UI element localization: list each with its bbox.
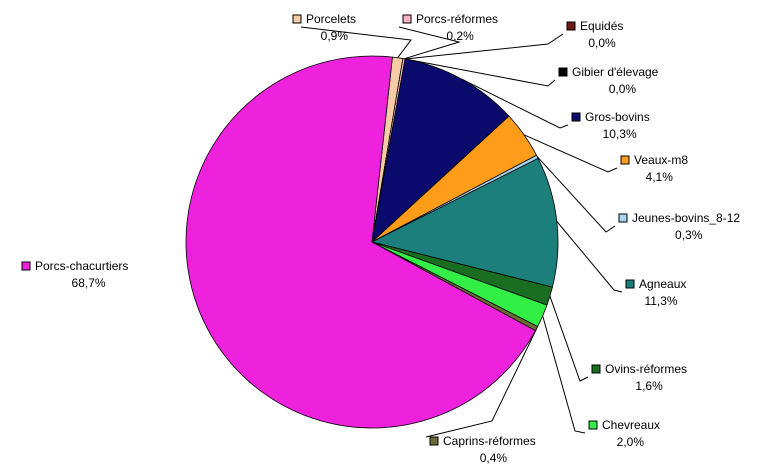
slice-name-label: Porcs-chacurtiers [35,259,128,273]
leader-line [425,328,538,438]
leader-line [398,26,461,60]
slice-value-label: 10,3% [603,127,637,141]
pie-labels: Porcelets 0,9% Porcs-réformes 0,2% Equidés 0,… [21,12,740,465]
slice-color-swatch [571,112,581,122]
slice-name-label: Equidés [580,19,623,33]
slice-color-swatch [620,155,630,165]
slice-color-swatch [588,420,598,430]
slice-value-label: 1,6% [635,379,663,393]
slice-value-label: 0,4% [480,451,508,465]
leader-line [405,58,556,87]
leader-line [300,26,412,59]
leader-line [556,221,623,293]
slice-name-label: Ovins-réformes [605,362,687,376]
slice-value-label: 0,9% [321,29,349,43]
slice-color-swatch [292,14,302,24]
slice-name-label: Porcs-réformes [416,12,498,26]
slice-name-label: Caprins-réformes [443,434,536,448]
slice-color-swatch [429,436,439,446]
slice-name-label: Gibier d'élevage [572,65,659,79]
slice-name-label: Porcelets [306,12,356,26]
slice-name-label: Chevreaux [602,418,660,432]
slice-color-swatch [591,364,601,374]
slice-name-label: Gros-bovins [585,110,650,124]
slice-name-label: Jeunes-bovins_8-12 [632,211,740,225]
slice-value-label: 4,1% [646,170,674,184]
slice-color-swatch [402,14,412,24]
slice-value-label: 0,0% [588,36,616,50]
pie-slices [185,55,559,429]
leader-line [523,134,618,173]
leader-line [549,296,589,382]
slice-value-label: 0,3% [675,228,703,242]
slice-value-label: 2,0% [617,435,645,449]
pie-slice [185,55,537,429]
slice-color-swatch [558,67,568,77]
slice-name-label: Agneaux [639,277,686,291]
slice-value-label: 0,0% [609,82,637,96]
slice-color-swatch [21,261,31,271]
leader-line [542,315,586,434]
leader-line [461,78,569,129]
leader-line [537,156,616,233]
slice-color-swatch [618,213,628,223]
slice-value-label: 68,7% [72,276,106,290]
slice-color-swatch [566,21,576,31]
slice-value-label: 11,3% [644,294,677,308]
pie-slice [370,157,559,288]
leader-line [405,33,564,60]
slice-name-label: Veaux-m8 [634,153,688,167]
slice-color-swatch [625,279,635,289]
slice-value-label: 0,2% [446,29,474,43]
